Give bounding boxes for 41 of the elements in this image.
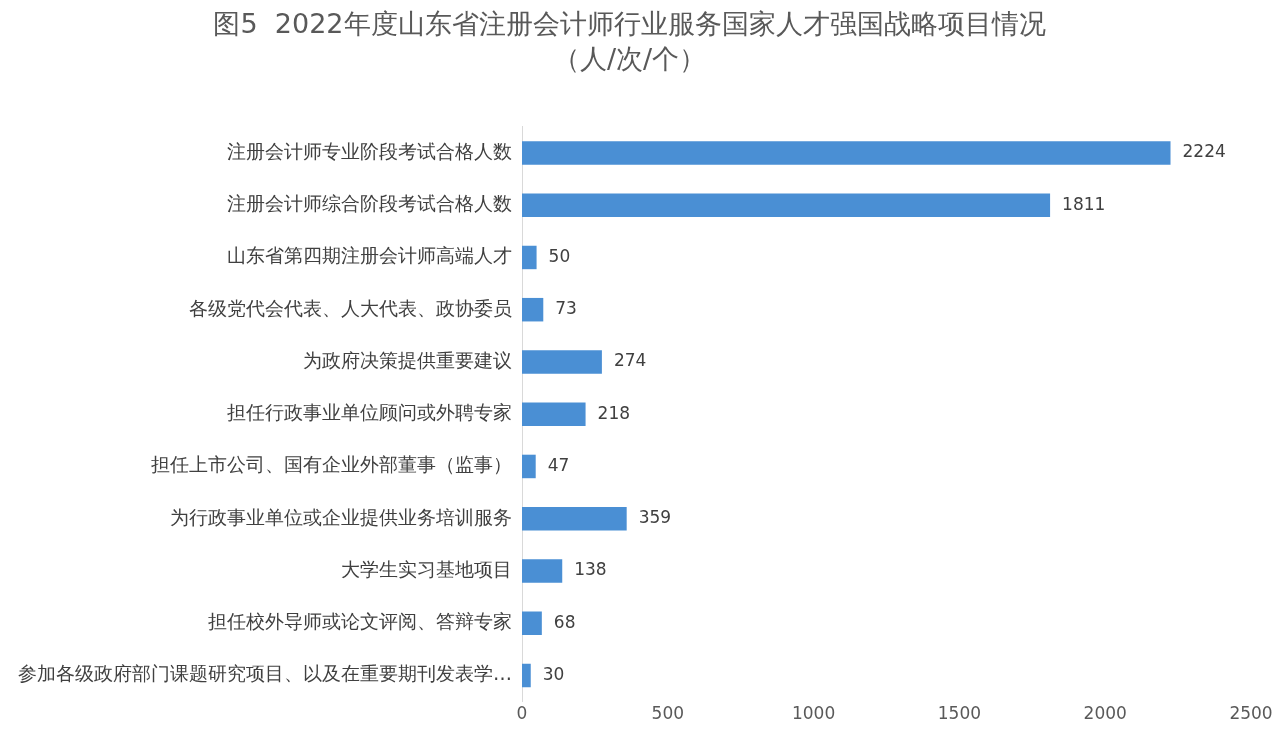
bar: [522, 141, 1171, 165]
bar: [522, 193, 1051, 217]
data-label: 138: [574, 559, 607, 580]
y-tick-label: 大学生实习基地项目: [341, 557, 512, 580]
y-tick-label: 担任校外导师或论文评阅、答辩专家: [208, 610, 512, 633]
bar: [522, 350, 602, 374]
y-tick-label: 注册会计师综合阶段考试合格人数: [227, 192, 512, 215]
x-tick-label: 2500: [1229, 703, 1273, 724]
data-label: 1811: [1062, 193, 1106, 214]
data-label: 47: [547, 454, 570, 475]
bar: [522, 559, 563, 583]
x-tick-label: 1000: [791, 703, 836, 724]
bar: [522, 454, 536, 479]
x-tick-label: 1500: [937, 703, 982, 724]
x-tick-label: 0: [516, 703, 528, 724]
bar: [522, 297, 544, 322]
chart-subtitle: （人/次/个）: [552, 42, 707, 74]
data-label: 30: [542, 663, 565, 684]
bar: [522, 402, 586, 426]
chart-title: 图5 2022年度山东省注册会计师行业服务国家人才强国战略项目情况: [213, 8, 1046, 40]
y-tick-label: 注册会计师专业阶段考试合格人数: [227, 139, 512, 162]
data-label: 73: [555, 298, 577, 319]
y-tick-label: 各级党代会代表、人大代表、政协委员: [189, 296, 512, 319]
x-tick-label: 2000: [1083, 703, 1127, 724]
y-tick-label: 参加各级政府部门课题研究项目、以及在重要期刊发表学…: [18, 662, 512, 685]
y-tick-label: 担任行政事业单位顾问或外聘专家: [227, 401, 512, 424]
data-label: 68: [553, 611, 576, 632]
data-label: 359: [638, 507, 672, 528]
data-label: 218: [597, 402, 631, 423]
y-tick-label: 山东省第四期注册会计师高端人才: [227, 244, 512, 267]
bar: [522, 506, 627, 531]
y-tick-label: 担任上市公司、国有企业外部董事（监事）: [151, 453, 512, 476]
bar: [522, 663, 531, 688]
x-tick-label: 500: [651, 703, 685, 724]
data-label: 50: [548, 245, 571, 266]
y-tick-label: 为政府决策提供重要建议: [303, 348, 512, 371]
bar: [522, 611, 542, 635]
data-label: 274: [613, 350, 647, 371]
data-label: 2224: [1182, 141, 1226, 162]
bar: [522, 245, 537, 270]
y-tick-label: 为行政事业单位或企业提供业务培训服务: [170, 505, 512, 528]
